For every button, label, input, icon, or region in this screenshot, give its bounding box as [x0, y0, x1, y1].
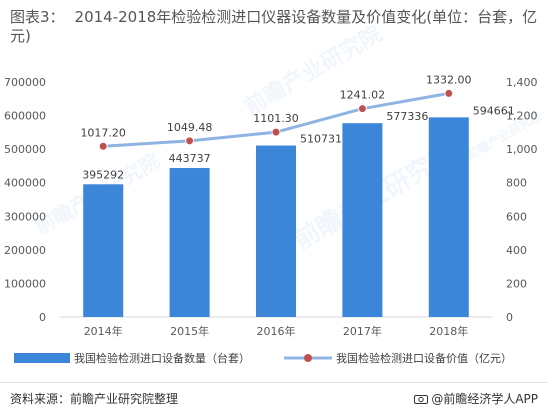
bar [169, 168, 210, 317]
brand-credit: @前瞻经济学人APP [414, 390, 538, 407]
left-axis-tick-label: 700000 [4, 76, 46, 89]
chart-canvas: 前瞻产业研究院前瞻产业研究院前瞻产业研究院前瞻产业研究院010000020000… [4, 21, 544, 365]
source-note: 资料来源：前瞻产业研究院整理 [10, 392, 179, 406]
left-axis-tick-label: 300000 [4, 210, 46, 223]
bar-value-label: 395292 [82, 168, 124, 181]
line-point [271, 127, 281, 137]
x-axis-tick-label: 2018年 [429, 324, 468, 338]
line-point [185, 136, 195, 146]
x-axis-tick-label: 2016年 [257, 324, 296, 338]
left-axis-tick-label: 500000 [4, 143, 46, 156]
chart-title: 图表3： 2014-2018年检验检测进口仪器设备数量及价值变化(单位：台套，亿元… [10, 8, 538, 46]
legend-bar-swatch [14, 353, 70, 363]
brand-text: @前瞻经济学人APP [431, 392, 538, 406]
figure-number: 图表3： [10, 8, 65, 26]
bar [428, 117, 469, 318]
right-axis-tick-label: 1,000 [506, 143, 538, 156]
left-axis-tick-label: 400000 [4, 177, 46, 190]
x-axis-tick-label: 2015年 [170, 324, 209, 338]
line-point [357, 104, 367, 114]
legend-line-marker [304, 354, 312, 362]
left-axis-tick-label: 600000 [4, 110, 46, 123]
legend-line-label: 我国检验检测进口设备价值（亿元） [336, 351, 512, 365]
right-axis-tick-label: 1,400 [506, 76, 538, 89]
legend-bar-label: 我国检验检测进口设备数量（台套） [74, 351, 250, 365]
bar-value-label: 510731 [300, 133, 342, 146]
right-axis-tick-label: 1,200 [506, 110, 538, 123]
right-axis-tick-label: 200 [506, 277, 527, 290]
bar-value-label: 577336 [386, 110, 428, 123]
camera-icon [414, 395, 429, 404]
right-axis-tick-label: 0 [506, 311, 513, 324]
line-value-label: 1332.00 [426, 73, 472, 86]
bar-value-label: 594661 [473, 104, 515, 117]
line-value-label: 1049.48 [167, 121, 213, 134]
x-axis-tick-label: 2017年 [343, 324, 382, 338]
footer: 资料来源：前瞻产业研究院整理 @前瞻经济学人APP [0, 382, 548, 414]
bar [342, 123, 383, 317]
line-value-label: 1241.02 [340, 89, 386, 102]
right-axis-tick-label: 600 [506, 210, 527, 223]
x-axis-tick-label: 2014年 [84, 324, 123, 338]
chart-title-text: 2014-2018年检验检测进口仪器设备数量及价值变化(单位：台套，亿元) [10, 8, 538, 45]
left-axis-tick-label: 200000 [4, 244, 46, 257]
left-axis-tick-label: 100000 [4, 277, 46, 290]
line-point [98, 141, 108, 151]
left-axis-tick-label: 0 [39, 311, 46, 324]
bar-value-label: 443737 [169, 152, 211, 165]
right-axis-tick-label: 400 [506, 244, 527, 257]
bar [256, 145, 296, 317]
right-axis-tick-label: 800 [506, 177, 527, 190]
bar [83, 184, 124, 317]
line-point [444, 88, 454, 98]
line-value-label: 1017.20 [80, 126, 126, 139]
line-value-label: 1101.30 [253, 112, 299, 125]
